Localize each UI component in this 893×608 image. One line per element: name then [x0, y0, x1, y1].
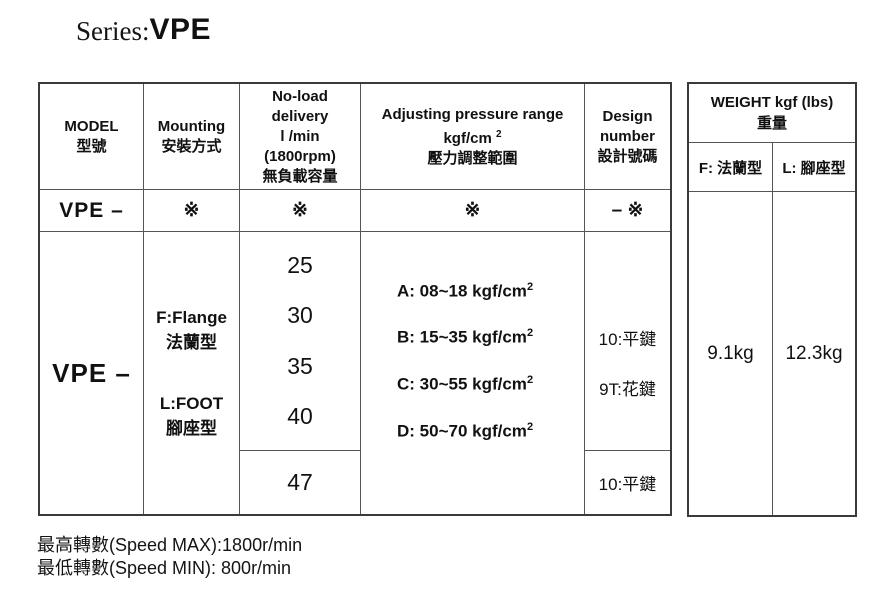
weight-table: WEIGHT kgf (lbs) 重量 F: 法蘭型 L: 腳座型 9.1kg …: [687, 82, 857, 517]
body-cell-design: 10:平鍵 9T:花鍵 10:平鍵: [585, 232, 670, 514]
delivery-value: 25: [287, 251, 313, 278]
weight-header-cell: WEIGHT kgf (lbs) 重量: [689, 84, 855, 143]
design-option-key: 10:平鍵: [598, 330, 657, 349]
footnotes: 最高轉數(Speed MAX):1800r/min 最低轉數(Speed MIN…: [37, 534, 302, 580]
footnote-speed-min: 最低轉數(Speed MIN): 800r/min: [37, 558, 292, 578]
series-label: Series:: [76, 16, 150, 46]
header-delivery-line2: delivery: [271, 107, 329, 125]
body-model-text: VPE –: [52, 357, 131, 388]
pressure-range-a: A: 08~18 kgf/cm2: [397, 280, 534, 301]
column-delivery: No-load delivery l /min (1800rpm) 無負載容量 …: [240, 84, 361, 514]
mounting-code-mark: ※: [183, 200, 200, 221]
weight-header-en: WEIGHT kgf (lbs): [710, 94, 834, 111]
weight-foot-label: L: 腳座型: [782, 159, 846, 177]
code-row-pressure-cell: ※: [361, 190, 584, 232]
header-pressure-zh: 壓力調整範圍: [427, 149, 518, 167]
header-design-zh: 設計號碼: [597, 147, 658, 165]
mounting-option-foot: L:FOOT 腳座型: [160, 391, 223, 441]
weight-flange-value-cell: 9.1kg: [689, 192, 773, 515]
mounting-option-flange: F:Flange 法蘭型: [156, 305, 227, 355]
design-lower-value: 10:平鍵: [598, 475, 657, 494]
body-cell-delivery: 25 30 35 40 47: [240, 232, 360, 514]
header-cell-pressure: Adjusting pressure range kgf/cm 2 壓力調整範圍: [361, 84, 584, 190]
page-title: Series:VPE: [76, 13, 212, 48]
header-model-zh: 型號: [76, 137, 107, 155]
code-model-text: VPE –: [59, 198, 124, 222]
column-model: MODEL 型號 VPE – VPE –: [40, 84, 144, 514]
pressure-unit-superscript: 2: [495, 128, 502, 140]
header-mounting-zh: 安裝方式: [161, 137, 222, 155]
weight-foot-label-cell: L: 腳座型: [773, 143, 855, 191]
weight-flange-label: F: 法蘭型: [698, 159, 763, 177]
weight-foot-value: 12.3kg: [785, 342, 843, 364]
design-option-spline: 9T:花鍵: [599, 380, 656, 399]
weight-subheader-row: F: 法蘭型 L: 腳座型: [689, 143, 855, 192]
code-row-delivery-cell: ※: [240, 190, 360, 232]
design-lower-cell: 10:平鍵: [585, 451, 670, 514]
code-row-model-cell: VPE –: [40, 190, 143, 232]
header-cell-model: MODEL 型號: [40, 84, 143, 190]
body-cell-mounting: F:Flange 法蘭型 L:FOOT 腳座型: [144, 232, 239, 514]
mounting-foot-zh: 腳座型: [165, 419, 217, 438]
footnote-speed-max: 最高轉數(Speed MAX):1800r/min: [37, 535, 303, 555]
mounting-foot-label: L:FOOT: [159, 394, 224, 413]
column-design: Design number 設計號碼 – ※ 10:平鍵 9T:花鍵 10:平鍵: [585, 84, 670, 514]
header-cell-design: Design number 設計號碼: [585, 84, 670, 190]
weight-header-zh: 重量: [756, 115, 787, 132]
header-design-en1: Design: [602, 107, 653, 125]
weight-flange-label-cell: F: 法蘭型: [689, 143, 773, 191]
code-row-design-cell: – ※: [585, 190, 670, 232]
delivery-value: 35: [287, 352, 313, 379]
delivery-value: 40: [287, 403, 313, 430]
delivery-value: 30: [287, 302, 313, 329]
pressure-range-d: D: 50~70 kgf/cm2: [397, 420, 534, 441]
header-cell-delivery: No-load delivery l /min (1800rpm) 無負載容量: [240, 84, 360, 190]
column-pressure: Adjusting pressure range kgf/cm 2 壓力調整範圍…: [361, 84, 585, 514]
header-delivery-line4: (1800rpm): [264, 147, 336, 165]
code-row-mounting-cell: ※: [144, 190, 239, 232]
pressure-range-c: C: 30~55 kgf/cm2: [397, 374, 534, 394]
pressure-code-mark: ※: [464, 200, 481, 221]
mounting-flange-label: F:Flange: [156, 308, 227, 327]
delivery-code-mark: ※: [292, 200, 308, 221]
mounting-flange-zh: 法蘭型: [166, 333, 217, 352]
series-value: VPE: [149, 13, 212, 46]
design-upper-cell: 10:平鍵 9T:花鍵: [585, 232, 670, 451]
header-pressure-unit: kgf/cm 2: [443, 128, 502, 147]
header-mounting-en: Mounting: [157, 117, 226, 135]
delivery-extra-cell: 47: [240, 451, 360, 514]
main-spec-table: MODEL 型號 VPE – VPE – Mounting 安裝方式 ※ F:F…: [38, 82, 672, 516]
header-delivery-line1: No-load: [272, 87, 328, 105]
header-delivery-line3: l /min: [280, 127, 320, 145]
body-cell-model: VPE –: [40, 232, 143, 514]
design-code-mark: – ※: [611, 200, 644, 221]
body-cell-pressure: A: 08~18 kgf/cm2 B: 15~35 kgf/cm2 C: 30~…: [361, 232, 584, 514]
pressure-range-b: B: 15~35 kgf/cm2: [397, 327, 534, 347]
header-model-en: MODEL: [64, 117, 119, 135]
delivery-extra-value: 47: [287, 469, 313, 495]
header-cell-mounting: Mounting 安裝方式: [144, 84, 239, 190]
header-delivery-zh: 無負載容量: [262, 167, 338, 185]
header-pressure-en: Adjusting pressure range: [381, 105, 564, 123]
column-mounting: Mounting 安裝方式 ※ F:Flange 法蘭型 L:FOOT 腳座型: [144, 84, 240, 514]
weight-foot-value-cell: 12.3kg: [773, 192, 855, 515]
delivery-values-cell: 25 30 35 40: [240, 232, 360, 451]
header-design-en2: number: [599, 127, 655, 145]
weight-flange-value: 9.1kg: [707, 342, 754, 364]
weight-values-row: 9.1kg 12.3kg: [689, 192, 855, 515]
